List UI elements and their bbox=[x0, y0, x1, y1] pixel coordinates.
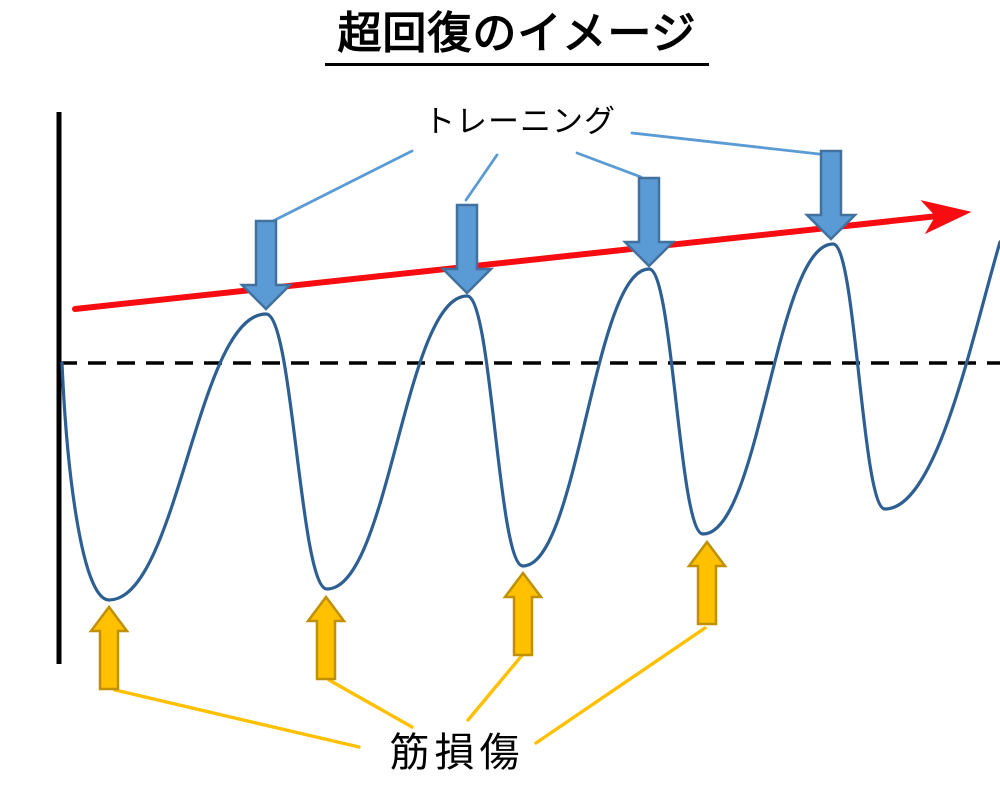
training-arrow bbox=[621, 176, 677, 268]
muscle-damage-arrow bbox=[502, 570, 544, 657]
training-connector-line bbox=[464, 153, 499, 202]
muscle-damage-label: 筋損傷 bbox=[389, 731, 525, 775]
trend-arrow-line bbox=[72, 213, 941, 312]
damage-arrow-group bbox=[88, 539, 728, 691]
curve-group bbox=[60, 240, 1000, 602]
trend-arrowhead bbox=[920, 200, 972, 235]
muscle-damage-connector-line bbox=[113, 688, 361, 749]
training-connector-line bbox=[630, 131, 821, 156]
trend-group bbox=[72, 200, 972, 312]
page-title: 超回復のイメージ bbox=[325, 6, 709, 66]
muscle-damage-arrow bbox=[686, 539, 728, 626]
training-arrow bbox=[238, 219, 294, 311]
muscle-damage-connector-line bbox=[534, 626, 707, 745]
training-arrow-group bbox=[238, 149, 859, 311]
muscle-damage-connector-line bbox=[466, 651, 526, 722]
training-connector-line bbox=[575, 151, 643, 179]
damage-connector-group bbox=[113, 626, 707, 749]
muscle-damage-arrow bbox=[305, 594, 347, 681]
muscle-damage-connector-line bbox=[327, 678, 414, 729]
training-arrow bbox=[803, 149, 859, 241]
training-connector-group bbox=[271, 131, 821, 223]
training-connector-line bbox=[271, 149, 414, 223]
muscle-damage-arrow bbox=[88, 604, 130, 691]
training-arrow bbox=[439, 203, 495, 295]
recovery-curve bbox=[60, 240, 1000, 602]
training-label: トレーニング bbox=[424, 104, 616, 139]
